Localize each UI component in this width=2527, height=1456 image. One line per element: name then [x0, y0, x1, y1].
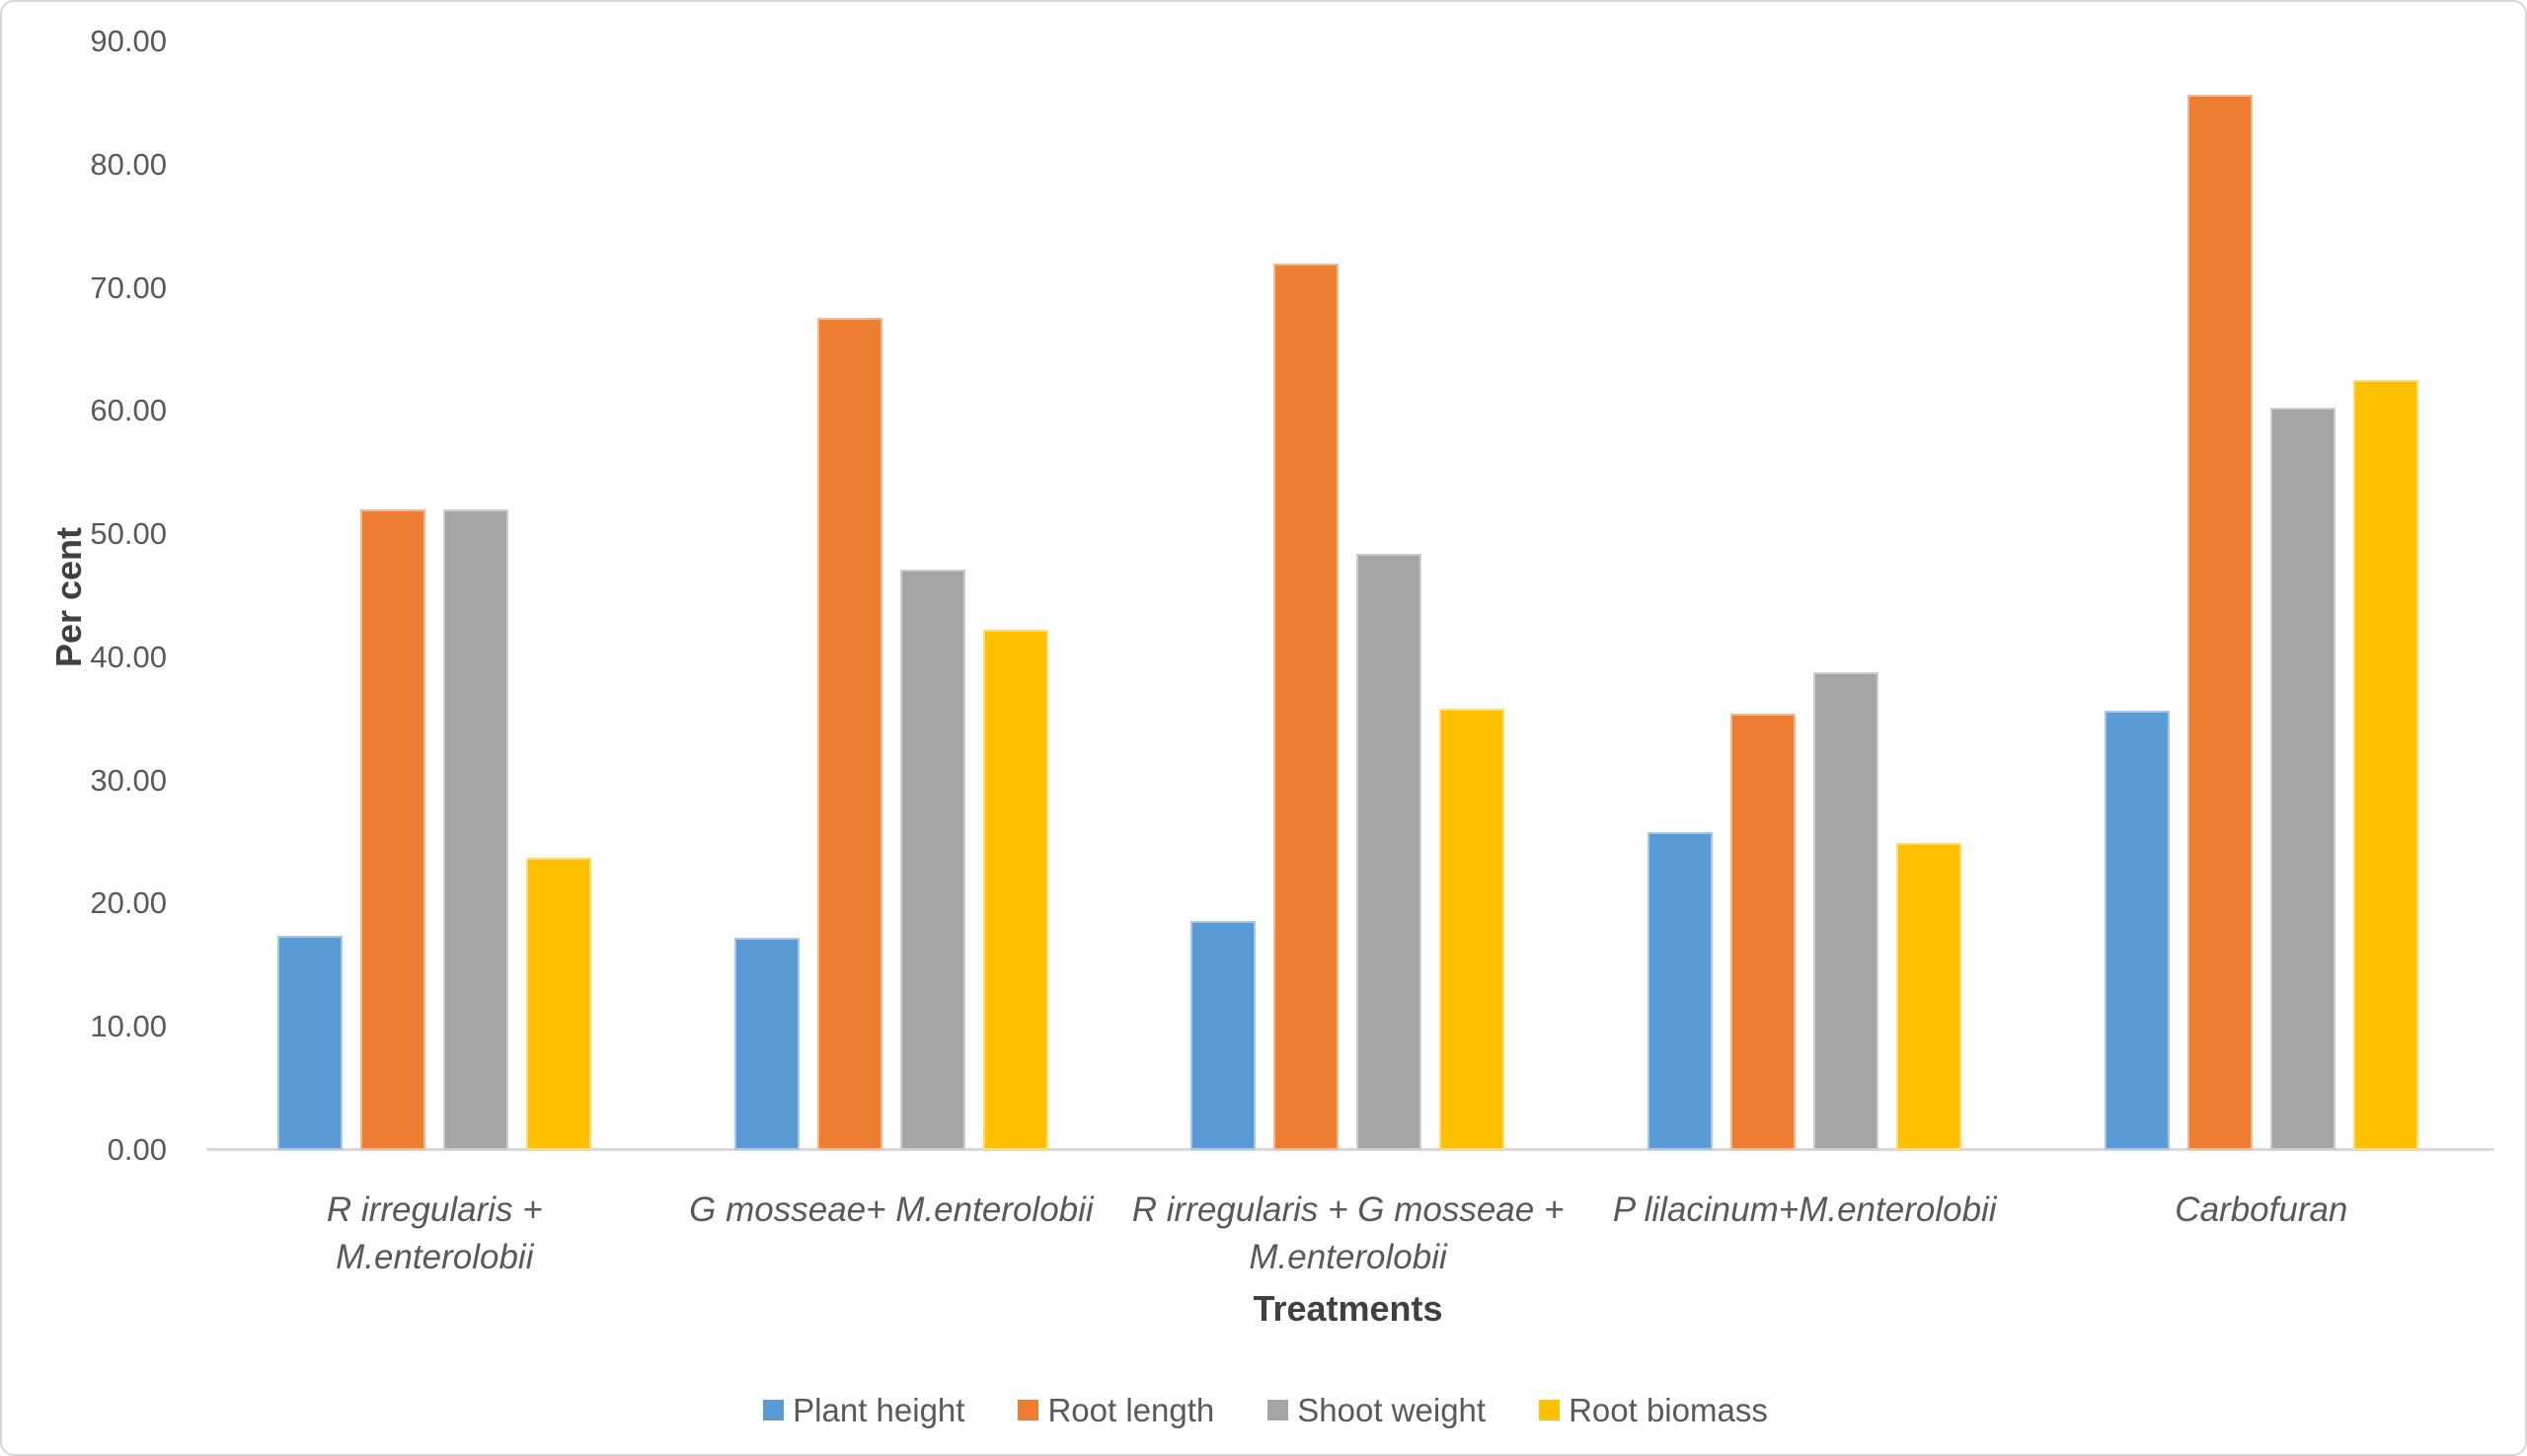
y-tick-label: 20.00 — [90, 885, 167, 921]
category-label-4: P lilacinum+M.enterolobii — [1612, 1190, 1997, 1229]
bar-root-biomass-3 — [1439, 709, 1505, 1150]
bar-shoot-weight-2 — [899, 570, 965, 1150]
bar-plant-height-2 — [733, 938, 800, 1150]
bar-root-length-3 — [1273, 263, 1340, 1150]
bar-shoot-weight-3 — [1356, 554, 1422, 1150]
y-tick-label: 50.00 — [90, 516, 167, 552]
legend-swatch-icon — [1267, 1399, 1289, 1420]
y-tick-label: 70.00 — [90, 269, 167, 305]
bar-shoot-weight-1 — [443, 509, 508, 1150]
y-tick-label: 90.00 — [90, 24, 167, 58]
category-label-1: R irregularis + M.enterolobii — [326, 1190, 543, 1276]
bar-shoot-weight-5 — [2269, 407, 2336, 1150]
legend-item-plant-height: Plant height — [763, 1394, 964, 1426]
legend-swatch-icon — [1539, 1399, 1561, 1420]
x-axis-line — [206, 1148, 2494, 1151]
bar-root-length-5 — [2186, 94, 2253, 1150]
y-tick-label: 30.00 — [90, 762, 167, 798]
y-tick-label: 40.00 — [90, 639, 167, 674]
category-label-5: Carbofuran — [2175, 1190, 2348, 1229]
legend-label: Root length — [1047, 1391, 1215, 1428]
x-axis-title: Treatments — [1253, 1288, 1443, 1329]
legend-swatch-icon — [763, 1399, 785, 1420]
legend-item-root-biomass: Root biomass — [1539, 1394, 1768, 1426]
bar-plant-height-5 — [2104, 710, 2170, 1150]
legend-swatch-icon — [1018, 1399, 1039, 1420]
bar-plant-height-3 — [1190, 920, 1257, 1150]
bar-root-biomass-1 — [526, 858, 591, 1150]
bar-plant-height-4 — [1646, 832, 1713, 1150]
legend-label: Shoot weight — [1297, 1391, 1487, 1428]
bar-plant-height-1 — [277, 935, 343, 1150]
y-tick-label: 10.00 — [90, 1009, 167, 1044]
bar-root-biomass-4 — [1895, 843, 1961, 1150]
legend-label: Plant height — [793, 1391, 965, 1428]
y-tick-label: 80.00 — [90, 146, 167, 182]
bar-root-length-2 — [816, 317, 882, 1150]
legend-label: Root biomass — [1569, 1391, 1768, 1428]
y-tick-label: 60.00 — [90, 393, 167, 428]
legend-item-shoot-weight: Shoot weight — [1267, 1394, 1486, 1426]
category-label-2: G mosseae+ M.enterolobii — [689, 1190, 1094, 1229]
bar-root-length-4 — [1729, 714, 1796, 1150]
bar-root-biomass-2 — [982, 630, 1048, 1150]
legend-item-root-length: Root length — [1018, 1394, 1214, 1426]
bar-shoot-weight-4 — [1812, 671, 1878, 1150]
bar-root-biomass-5 — [2352, 380, 2418, 1150]
y-tick-label: 0.00 — [107, 1132, 167, 1167]
bar-root-length-1 — [360, 509, 425, 1150]
legend: Plant height Root length Shoot weight Root … — [2, 1387, 2527, 1432]
category-label-3: R irregularis + G mosseae + M.enterolobi… — [1131, 1190, 1565, 1276]
